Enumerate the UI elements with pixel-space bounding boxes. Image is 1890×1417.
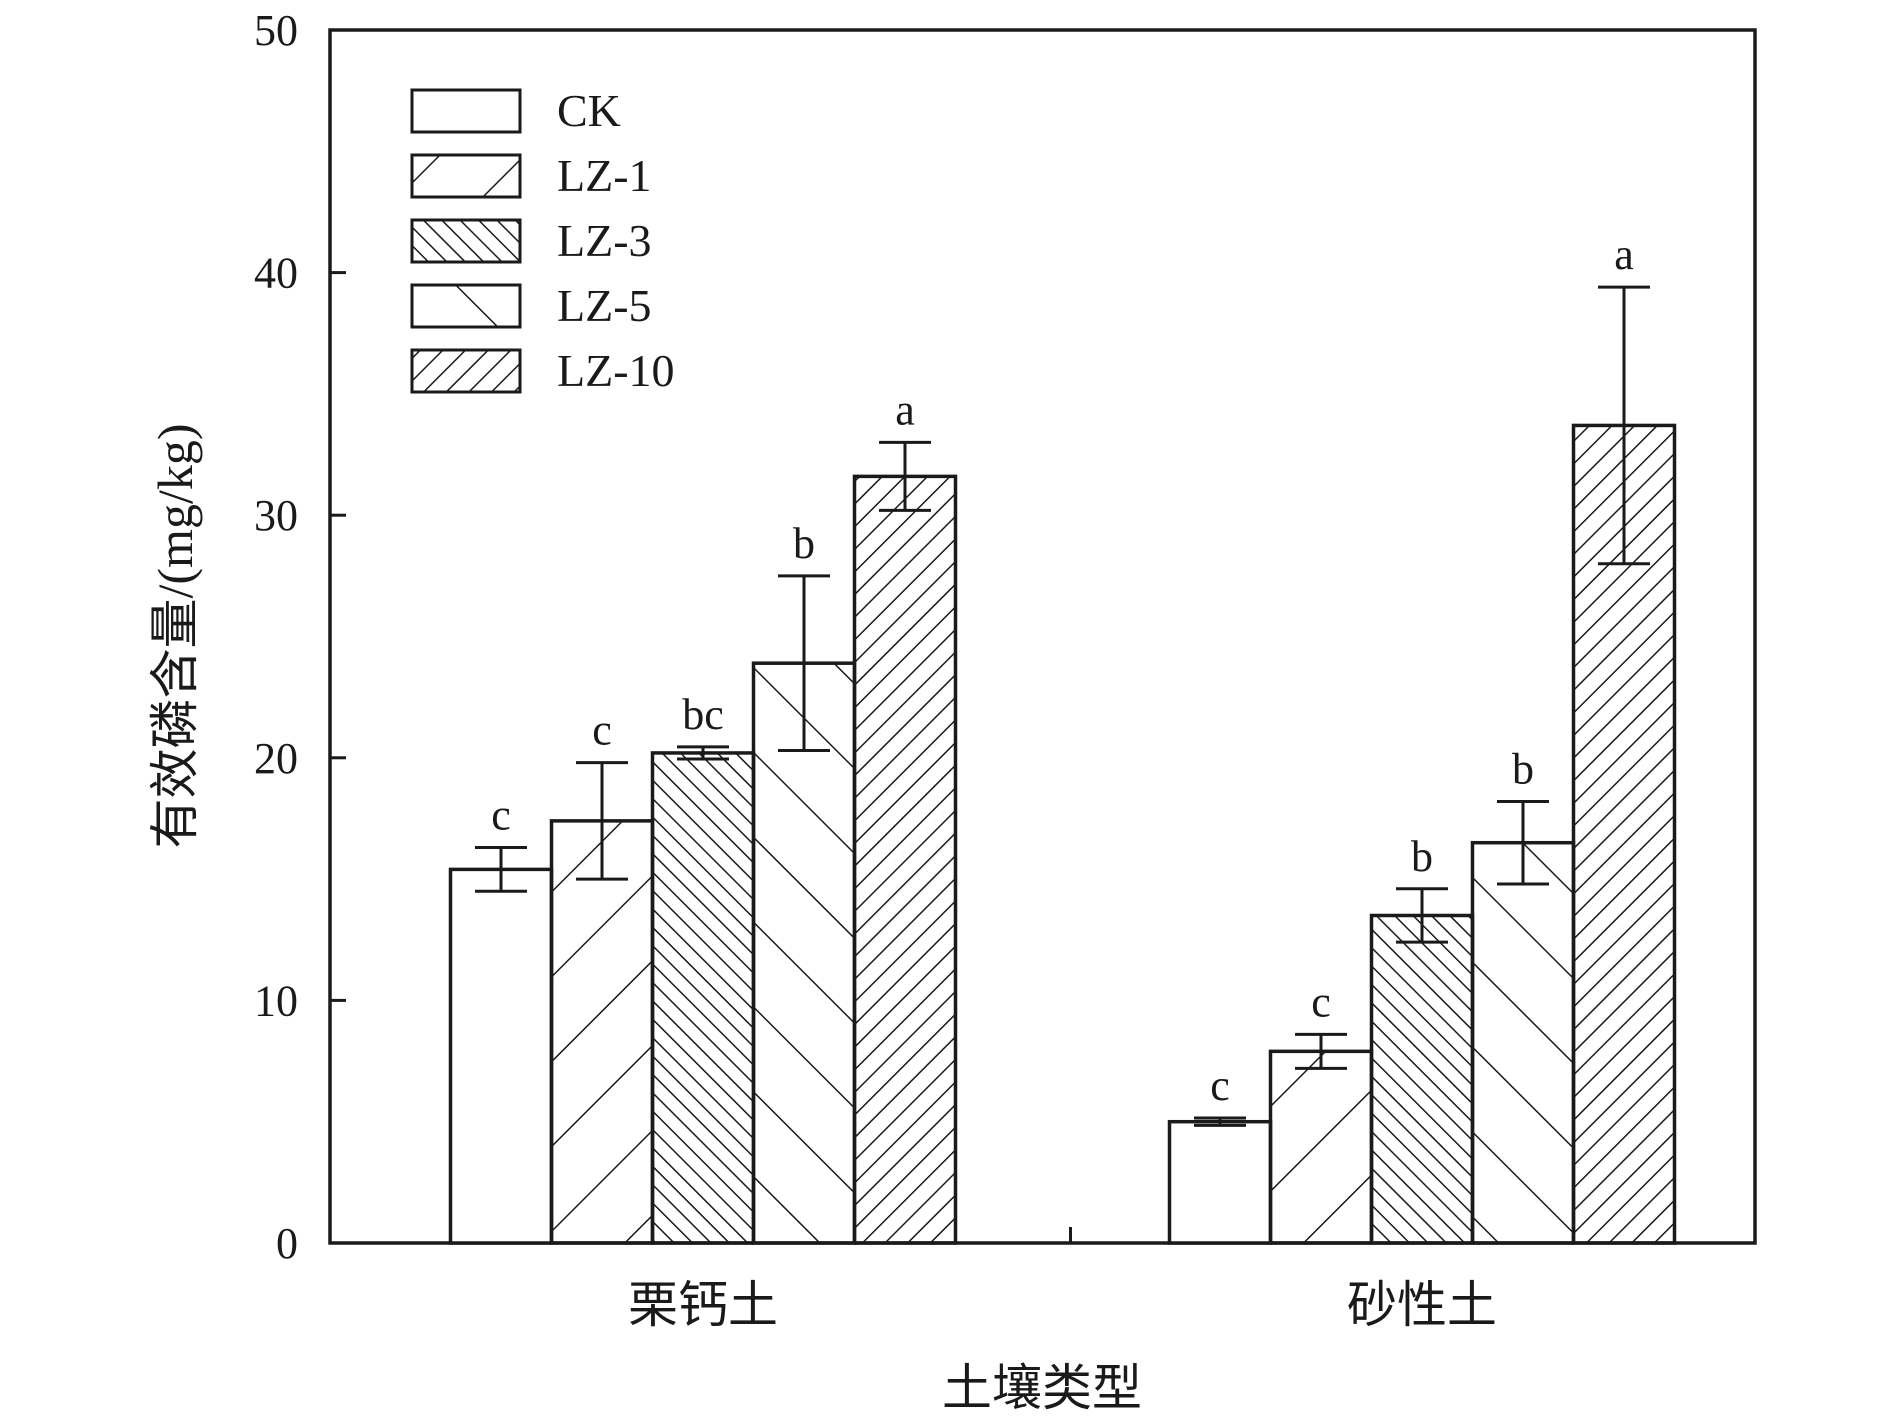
y-axis-title: 有效磷含量/(mg/kg) <box>147 424 203 849</box>
significance-label: c <box>491 791 511 840</box>
x-category-label: 栗钙土 <box>628 1277 778 1333</box>
significance-label: b <box>1411 832 1433 881</box>
significance-label: a <box>1614 230 1634 279</box>
legend-swatch <box>410 153 522 199</box>
bar <box>1369 913 1475 1245</box>
bar <box>751 661 857 1245</box>
plot-frame <box>328 28 1757 1245</box>
significance-label: b <box>793 519 815 568</box>
legend-swatch <box>410 348 522 394</box>
bar <box>549 819 655 1245</box>
x-axis-title: 土壤类型 <box>942 1360 1142 1416</box>
significance-label: bc <box>682 690 724 739</box>
y-axis: 0 10 20 30 40 50 <box>254 6 346 1268</box>
y-tick-label: 20 <box>254 734 298 783</box>
significance-label: c <box>1210 1061 1230 1110</box>
bar <box>1470 840 1576 1245</box>
significance-label-group: c c bc b a c c b b a <box>491 230 1634 1110</box>
bar <box>852 474 958 1245</box>
bar <box>448 867 554 1245</box>
significance-label: a <box>895 385 915 434</box>
y-tick-label: 40 <box>254 249 298 298</box>
x-category-label: 砂性土 <box>1347 1277 1497 1333</box>
legend: CK LZ-1 LZ-3 LZ-5 LZ-10 <box>410 85 675 396</box>
legend-label: CK <box>557 85 621 136</box>
significance-label: c <box>592 706 612 755</box>
error-bar-group <box>475 285 1650 1127</box>
x-axis: 栗钙土 砂性土 <box>628 1227 1497 1333</box>
bar <box>650 751 756 1245</box>
legend-swatch <box>410 88 522 134</box>
legend-label: LZ-10 <box>557 345 675 396</box>
legend-swatch <box>410 283 522 329</box>
bar <box>1268 1049 1374 1245</box>
significance-label: c <box>1311 977 1331 1026</box>
legend-swatch <box>410 218 522 264</box>
legend-label: LZ-3 <box>557 215 652 266</box>
bar <box>1571 423 1677 1245</box>
legend-label: LZ-1 <box>557 150 652 201</box>
legend-label: LZ-5 <box>557 280 652 331</box>
y-tick-label: 10 <box>254 976 298 1025</box>
bar <box>1167 1119 1273 1245</box>
y-tick-label: 0 <box>276 1219 298 1268</box>
bar-group <box>448 423 1677 1245</box>
y-tick-label: 30 <box>254 491 298 540</box>
y-tick-label: 50 <box>254 6 298 55</box>
significance-label: b <box>1512 744 1534 793</box>
